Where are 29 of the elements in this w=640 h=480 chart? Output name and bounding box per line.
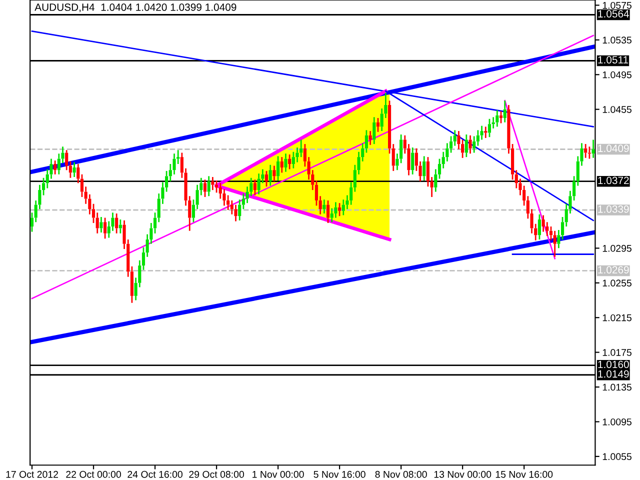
- ref-line-label: 1.0269: [598, 266, 629, 274]
- x-tick-label: 13 Nov 00:00: [434, 470, 492, 478]
- y-tick-label: 1.0575: [602, 2, 632, 9]
- x-tick-label: 17 Oct 2012: [6, 470, 58, 478]
- y-tick-label: 1.0255: [602, 280, 632, 287]
- ref-line-label: 1.0149: [598, 370, 629, 378]
- x-tick-label: 8 Nov 08:00: [375, 470, 427, 478]
- x-tick-label: 29 Oct 08:00: [189, 470, 244, 478]
- y-tick-label: 1.0215: [602, 314, 632, 322]
- x-tick-label: 5 Nov 16:00: [314, 470, 366, 478]
- ref-line-label: 1.0339: [598, 205, 629, 213]
- y-tick-label: 1.0295: [602, 244, 632, 252]
- y-tick-label: 1.0135: [602, 384, 632, 391]
- ref-line-label: 1.0372: [598, 176, 629, 184]
- ref-line-label: 1.0409: [598, 144, 629, 152]
- x-tick-label: 15 Nov 16:00: [496, 470, 553, 478]
- ref-line-label: 1.0160: [598, 360, 629, 368]
- ref-line-label: 1.0564: [598, 10, 630, 18]
- y-tick-label: 1.0055: [602, 453, 632, 460]
- x-tick-label: 22 Oct 00:00: [66, 470, 121, 478]
- ref-line-label: 1.0511: [598, 56, 628, 64]
- chart-title: AUDUSD,H4 1.0404 1.0420 1.0399 1.0409: [34, 4, 236, 12]
- y-tick-label: 1.0535: [602, 36, 632, 44]
- x-tick-label: 24 Oct 16:00: [128, 470, 182, 478]
- y-tick-label: 1.0175: [602, 349, 632, 356]
- y-tick-label: 1.0495: [602, 71, 632, 78]
- y-tick-label: 1.0095: [602, 418, 632, 426]
- x-tick-label: 1 Nov 00:00: [252, 470, 304, 478]
- y-tick-label: 1.0455: [602, 106, 632, 113]
